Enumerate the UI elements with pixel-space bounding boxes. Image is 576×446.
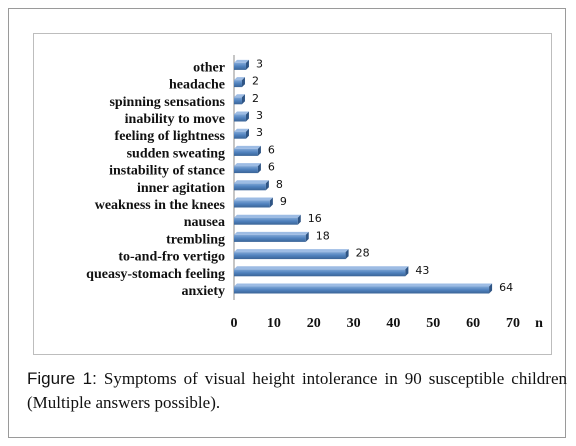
data-label: 6 — [268, 161, 275, 174]
x-tick-label: 70 — [506, 316, 520, 331]
bar — [234, 252, 346, 260]
data-label: 3 — [256, 57, 263, 70]
caption-label: Figure 1: — [27, 369, 97, 388]
bar-side — [345, 249, 349, 260]
bar — [234, 114, 246, 122]
bar-side — [305, 231, 309, 242]
category-label: headache — [169, 78, 225, 93]
bar-top — [234, 249, 349, 253]
x-tick-label: 30 — [347, 316, 361, 331]
bar-side — [245, 111, 249, 122]
category-label: weakness in the knees — [95, 198, 226, 213]
bar-top — [234, 94, 245, 98]
bar-side — [265, 180, 269, 191]
data-label: 16 — [308, 212, 322, 225]
bar-top — [234, 128, 249, 132]
bar-side — [241, 77, 245, 88]
bar-top — [234, 111, 249, 115]
x-axis-label: n — [535, 316, 543, 331]
bar-side — [241, 94, 245, 105]
bar — [234, 269, 406, 277]
bar — [234, 217, 298, 225]
data-label: 9 — [280, 195, 287, 208]
bar-top — [234, 197, 273, 201]
data-label: 6 — [268, 143, 275, 156]
bar-side — [489, 283, 493, 294]
chart-area — [33, 33, 552, 355]
bar — [234, 148, 258, 156]
category-label: inner agitation — [137, 181, 225, 196]
bar-top — [234, 231, 309, 235]
bar — [234, 62, 246, 70]
bar-top — [234, 163, 261, 167]
bar-top — [234, 59, 249, 63]
category-label: spinning sensations — [109, 95, 225, 110]
bar-side — [257, 145, 261, 156]
data-label: 8 — [276, 178, 283, 191]
data-label: 2 — [252, 75, 259, 88]
bar-top — [234, 266, 409, 270]
bar-top — [234, 145, 261, 149]
caption-text: Symptoms of visual height intolerance in… — [27, 369, 567, 412]
bar — [234, 166, 258, 174]
bar-side — [297, 214, 301, 225]
category-label: feeling of lightness — [115, 129, 226, 144]
bar — [234, 200, 270, 208]
bar — [234, 80, 242, 88]
bar-top — [234, 283, 493, 287]
bar-top — [234, 214, 301, 218]
data-label: 64 — [499, 281, 513, 294]
x-tick-label: 20 — [307, 316, 321, 331]
data-label: 2 — [252, 92, 259, 105]
category-label: other — [193, 60, 225, 75]
bar — [234, 131, 246, 139]
category-label: trembling — [166, 232, 225, 247]
data-label: 3 — [256, 109, 263, 122]
bar — [234, 97, 242, 105]
data-label: 3 — [256, 126, 263, 139]
x-tick-label: 50 — [426, 316, 440, 331]
x-tick-label: 0 — [231, 316, 238, 331]
category-label: queasy-stomach feeling — [86, 267, 225, 282]
data-label: 43 — [415, 264, 429, 277]
bar-top — [234, 180, 269, 184]
data-label: 28 — [356, 247, 370, 260]
bar-side — [405, 266, 409, 277]
bar — [234, 286, 490, 294]
figure-caption: Figure 1: Symptoms of visual height into… — [27, 367, 567, 415]
category-label: nausea — [184, 215, 225, 230]
bar — [234, 183, 266, 191]
bar — [234, 234, 306, 242]
x-tick-label: 10 — [267, 316, 281, 331]
data-label: 18 — [316, 229, 330, 242]
bar-side — [269, 197, 273, 208]
bar-side — [245, 128, 249, 139]
category-label: anxiety — [181, 284, 225, 299]
bar-side — [245, 59, 249, 70]
category-label: inability to move — [125, 112, 225, 127]
category-label: sudden sweating — [127, 146, 225, 161]
x-tick-label: 40 — [386, 316, 400, 331]
category-label: instability of stance — [109, 164, 225, 179]
category-label: to-and-fro vertigo — [118, 250, 225, 265]
bar-top — [234, 77, 245, 81]
figure-frame: anxiety 64 queasy-stomach feeling 43 to-and-… — [8, 8, 567, 438]
bar-side — [257, 163, 261, 174]
x-tick-label: 60 — [466, 316, 480, 331]
bar-chart: anxiety 64 queasy-stomach feeling 43 to-and-… — [86, 55, 543, 331]
